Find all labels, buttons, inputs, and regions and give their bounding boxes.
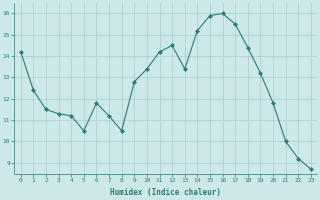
X-axis label: Humidex (Indice chaleur): Humidex (Indice chaleur) [110, 188, 221, 197]
